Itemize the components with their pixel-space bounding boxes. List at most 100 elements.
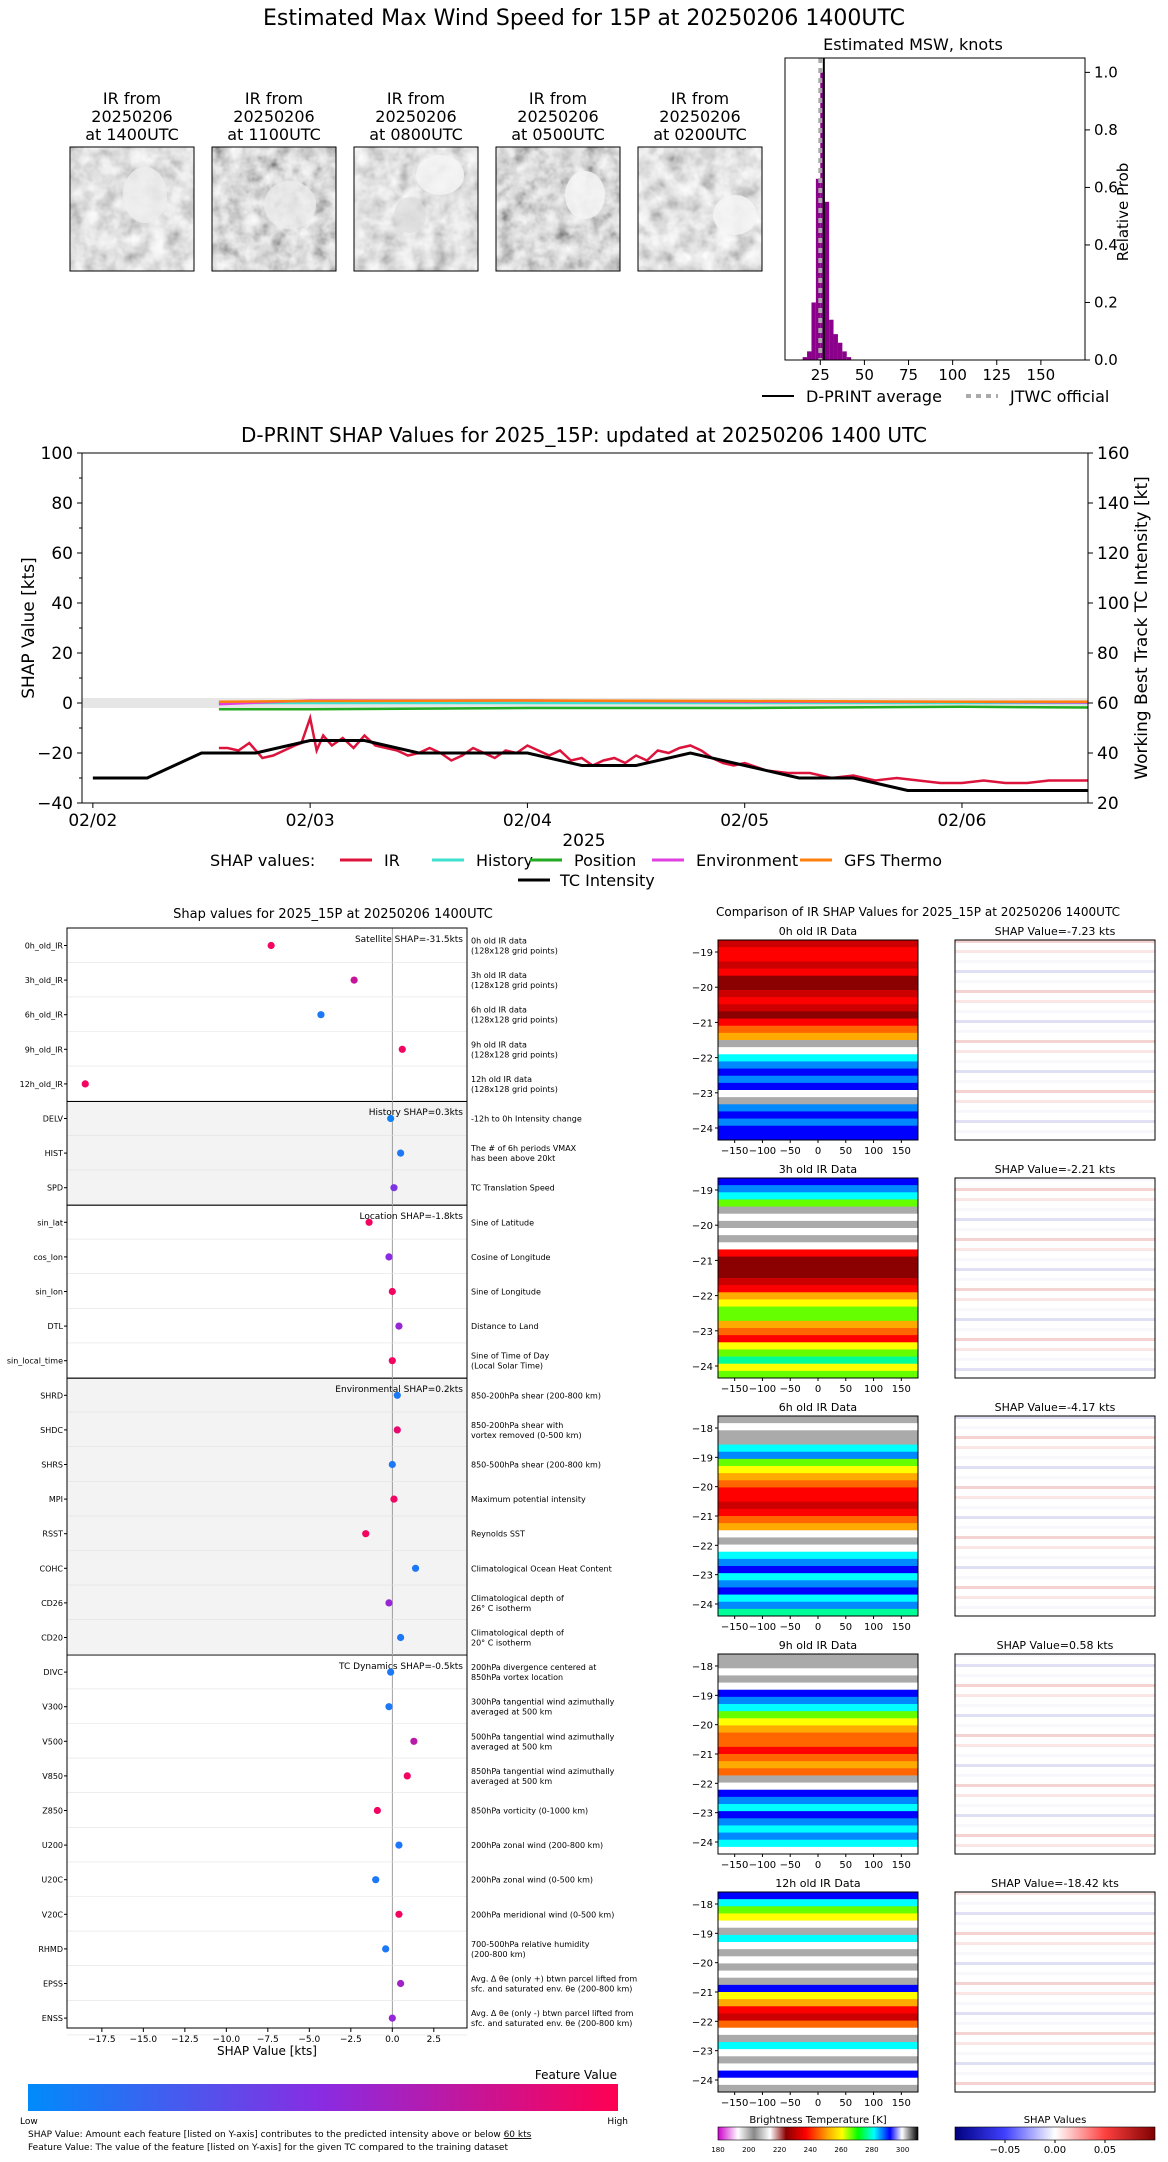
- timeseries-ylabel-right: Working Best Track TC Intensity [kt]: [1132, 476, 1152, 780]
- bt-stripe: [718, 1654, 918, 1662]
- shap-stripe: [955, 1892, 1155, 1895]
- bt-stripe: [718, 1313, 918, 1322]
- shap-stripe: [955, 1794, 1155, 1797]
- ir-row-label: 9h old IR Data: [779, 1639, 857, 1652]
- feature-shap-dot: [393, 1426, 401, 1434]
- bt-stripe: [718, 1185, 918, 1193]
- bt-stripe: [718, 1906, 918, 1914]
- bt-stripe: [718, 1566, 918, 1574]
- shap-stripe: [955, 970, 1155, 973]
- bt-stripe: [718, 2042, 918, 2050]
- feature-description: Avg. Δ θe (only -) btwn parcel lifted fr…: [471, 2009, 634, 2018]
- feature-description: 850-500hPa shear (200-800 km): [471, 1461, 601, 1470]
- shap-stripe: [955, 1338, 1155, 1341]
- msw-histogram-panel: Estimated MSW, knots 25 50 75 100 125 150 0.0…: [762, 35, 1132, 406]
- ir-x-tick-label: −100: [749, 1622, 776, 1633]
- shap-stripe: [955, 1952, 1155, 1955]
- shap-stripe: [955, 1130, 1155, 1133]
- feature-name: SPD: [47, 1184, 63, 1193]
- shap-stripe: [955, 1030, 1155, 1033]
- shap-stripe: [955, 1060, 1155, 1063]
- bt-stripe: [718, 975, 918, 984]
- bt-stripe: [718, 1796, 918, 1805]
- shap-tick-label: 0.00: [1044, 2145, 1066, 2156]
- ir-thumb-2-line1: IR from: [245, 89, 303, 108]
- shap-stripe: [955, 1784, 1155, 1787]
- shap-stripe: [955, 1348, 1155, 1351]
- histogram-bar: [811, 302, 816, 360]
- shap-stripe: [955, 2072, 1155, 2075]
- shap-image-frame: [954, 939, 1156, 1141]
- legend-avg-label: D-PRINT average: [806, 387, 942, 406]
- feature-description: (128x128 grid points): [471, 981, 558, 990]
- timeseries-y-ticks-right: 160 140 120 100 80 60 40 20: [1088, 444, 1129, 814]
- ir-row-label: 12h old IR Data: [775, 1877, 860, 1890]
- bt-stripe: [718, 1132, 918, 1141]
- shap-stripe: [955, 1198, 1155, 1201]
- shap-stripe: [955, 950, 1155, 953]
- feature-panel-title: Shap values for 2025_15P at 20250206 140…: [173, 907, 493, 922]
- msw-ylabel: Relative Prob: [1114, 163, 1132, 262]
- bt-stripe: [718, 1963, 918, 1972]
- ir-x-tick-label: −150: [721, 1860, 748, 1871]
- bt-stripe: [718, 1782, 918, 1791]
- shap-tick-label: 0.05: [1094, 2145, 1116, 2156]
- bt-colorbar: Brightness Temperature [K] 180 200 220 240 2…: [711, 2115, 919, 2154]
- ir-x-tick-label: −100: [749, 1146, 776, 1157]
- feature-description: 6h old IR data: [471, 1006, 527, 1015]
- feature-name: HIST: [45, 1149, 63, 1158]
- bt-stripe: [718, 1551, 918, 1560]
- shap-stripe: [955, 1020, 1155, 1023]
- feature-description: 500hPa tangential wind azimuthally: [471, 1732, 615, 1741]
- bt-stripe: [718, 1732, 918, 1741]
- feature-shap-dot: [387, 1668, 395, 1676]
- shap-stripe: [955, 1080, 1155, 1083]
- y-tick-label: 0.6: [1094, 178, 1118, 196]
- feature-name: RHMD: [38, 1945, 63, 1954]
- bt-stripe: [718, 1661, 918, 1669]
- histogram-bar: [837, 342, 843, 360]
- bt-stripe: [718, 1537, 918, 1546]
- shap-stripe: [955, 1456, 1155, 1459]
- bt-stripe: [718, 940, 918, 948]
- feature-name: 0h_old_IR: [25, 942, 64, 951]
- feature-description: 26° C isotherm: [471, 1604, 531, 1613]
- feature-name: ENSS: [42, 2014, 63, 2023]
- legend-label-environment: Environment: [696, 851, 798, 870]
- feature-name: Z850: [42, 1807, 63, 1816]
- y-tick-label: 120: [1097, 544, 1129, 564]
- feature-description: Sine of Latitude: [471, 1218, 534, 1227]
- feature-name: 3h_old_IR: [25, 976, 64, 985]
- shap-stripe: [955, 2042, 1155, 2045]
- ir-y-tick-label: −22: [692, 1541, 713, 1552]
- shap-stripe: [955, 1120, 1155, 1123]
- colorbar-high: High: [607, 2117, 628, 2127]
- shap-colorbar: SHAP Values −0.05 0.00 0.05: [954, 2115, 1156, 2156]
- feature-name: COHC: [40, 1564, 64, 1573]
- shap-stripe: [955, 2062, 1155, 2065]
- feature-name: DTL: [47, 1322, 63, 1331]
- feature-description: 200hPa zonal wind (0-500 km): [471, 1876, 593, 1885]
- ir-x-tick-label: −50: [780, 1622, 801, 1633]
- bt-stripe: [718, 1249, 918, 1258]
- feature-group-label: Satellite SHAP=-31.5kts: [355, 935, 463, 945]
- feature-description: 200hPa zonal wind (200-800 km): [471, 1841, 603, 1850]
- y-tick-label: 0.2: [1094, 293, 1118, 311]
- bt-colorbar-gradient: [717, 2126, 919, 2141]
- feature-description: (128x128 grid points): [471, 1016, 558, 1025]
- y-tick-label: 0.0: [1094, 351, 1118, 369]
- feature-description: -12h to 0h Intensity change: [471, 1115, 582, 1124]
- bt-stripe: [718, 1487, 918, 1496]
- feature-xlabel: SHAP Value [kts]: [217, 2044, 317, 2058]
- feature-description: 0h old IR data: [471, 937, 527, 946]
- bt-stripe: [718, 1061, 918, 1070]
- colorbar-low: Low: [20, 2117, 38, 2127]
- bt-stripe: [718, 1320, 918, 1329]
- ir-y-tick-label: −21: [692, 1988, 713, 1999]
- bt-stripe: [718, 1689, 918, 1698]
- bt-stripe: [718, 997, 918, 1005]
- feature-name: U200: [42, 1841, 63, 1850]
- feature-shap-dot: [397, 1633, 405, 1642]
- shap-stripe: [955, 1496, 1155, 1499]
- feature-shap-dot: [267, 941, 275, 950]
